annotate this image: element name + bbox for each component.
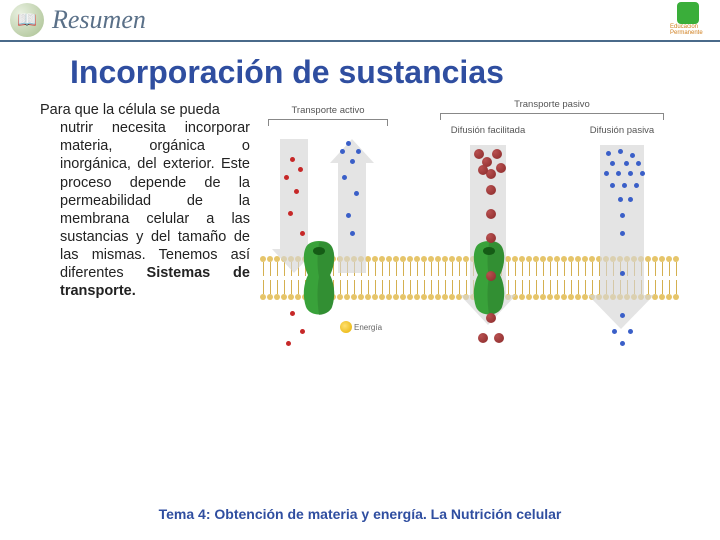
label-passive: Transporte pasivo [514, 99, 590, 110]
molecule [350, 159, 355, 164]
molecule [618, 197, 623, 202]
molecule [620, 341, 625, 346]
molecule [298, 167, 303, 172]
molecule [496, 163, 506, 173]
body-rest: nutrir necesita incorporar materia, orgá… [60, 120, 250, 281]
label-facilitated: Difusión facilitada [451, 125, 525, 136]
molecule [610, 183, 615, 188]
molecule [620, 313, 625, 318]
molecule [290, 157, 295, 162]
molecule [290, 311, 295, 316]
molecule [628, 171, 633, 176]
molecule [628, 197, 633, 202]
molecule [478, 165, 488, 175]
transport-diagram: Transporte activo Energía Difusión facilit… [260, 101, 700, 401]
molecule [620, 213, 625, 218]
molecule [622, 183, 627, 188]
page-title: Incorporación de sustancias [0, 42, 720, 97]
molecule [342, 175, 347, 180]
molecule [294, 189, 299, 194]
molecule [300, 231, 305, 236]
molecule [604, 171, 609, 176]
molecule [618, 149, 623, 154]
molecule [636, 161, 641, 166]
footer-text: Tema 4: Obtención de materia y energía. … [0, 506, 720, 522]
molecule [616, 171, 621, 176]
molecule [346, 141, 351, 146]
body-text: Para que la célula se pueda nutrir neces… [40, 101, 250, 401]
bracket-passive [440, 113, 664, 119]
molecule [486, 209, 496, 219]
molecule [486, 313, 496, 323]
molecule [620, 271, 625, 276]
molecule [620, 231, 625, 236]
molecule [486, 271, 496, 281]
molecule [492, 149, 502, 159]
molecule [630, 153, 635, 158]
energy-label: Energía [354, 323, 382, 332]
channel-protein [302, 241, 336, 319]
molecule [486, 233, 496, 243]
molecule [486, 185, 496, 195]
molecule [606, 151, 611, 156]
molecule [346, 213, 351, 218]
content-area: Para que la célula se pueda nutrir neces… [0, 97, 720, 401]
header-title: Resumen [52, 5, 146, 35]
molecule [634, 183, 639, 188]
book-icon: 📖 [10, 3, 44, 37]
molecule [610, 161, 615, 166]
molecule [284, 175, 289, 180]
label-simple: Difusión pasiva [590, 125, 654, 136]
label-active: Transporte activo [291, 105, 364, 116]
molecule [624, 161, 629, 166]
molecule [354, 191, 359, 196]
body-lead: Para que la célula se pueda [40, 102, 220, 118]
brand-logo-text: Educación Permanente [670, 24, 706, 36]
molecule [340, 149, 345, 154]
molecule [288, 211, 293, 216]
energy-icon [340, 321, 352, 333]
header-bar: 📖 Resumen Educación Permanente [0, 0, 720, 42]
brand-logo-icon [677, 2, 699, 24]
brand-logo: Educación Permanente [670, 2, 706, 38]
molecule [628, 329, 633, 334]
molecule [350, 231, 355, 236]
bracket-active [268, 119, 388, 125]
molecule [356, 149, 361, 154]
molecule [474, 149, 484, 159]
molecule [478, 333, 488, 343]
molecule [300, 329, 305, 334]
molecule [286, 341, 291, 346]
molecule [612, 329, 617, 334]
molecule [494, 333, 504, 343]
molecule [640, 171, 645, 176]
